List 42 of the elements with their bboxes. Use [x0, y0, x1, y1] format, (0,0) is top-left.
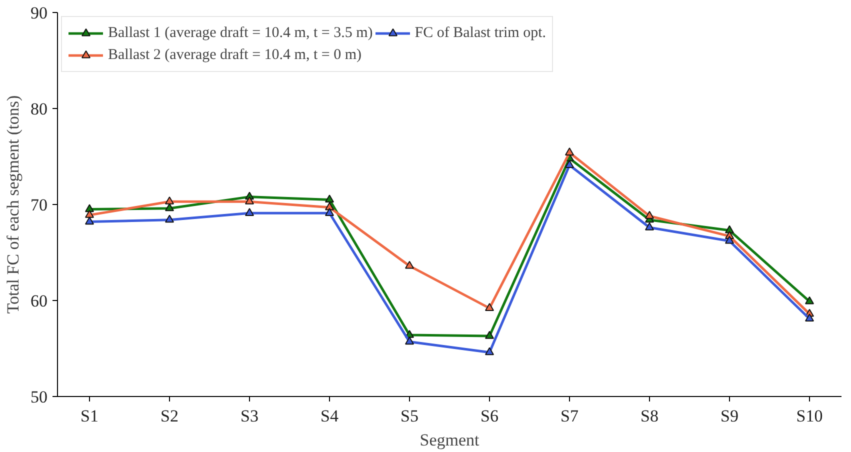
- point: [565, 148, 574, 156]
- y-tick-label: 50: [30, 388, 48, 406]
- point: [645, 210, 654, 219]
- x-tick-label: S4: [320, 406, 339, 426]
- point: [165, 203, 174, 212]
- x-tick-label: S8: [640, 406, 658, 426]
- x-tick-label: S10: [796, 406, 823, 426]
- point: [245, 208, 254, 216]
- y-tick-label: 80: [30, 100, 48, 118]
- legend-label: FC of Balast trim opt.: [414, 24, 546, 42]
- x-tick-label: S7: [560, 406, 579, 426]
- point: [805, 296, 814, 304]
- point: [165, 214, 174, 223]
- point: [565, 160, 574, 168]
- point: [645, 222, 654, 230]
- point: [85, 210, 94, 218]
- legend-label: Ballast 1 (average draft = 10.4 m, t = 3.5 m): [108, 24, 373, 42]
- x-axis-title: Segment: [420, 430, 480, 450]
- point: [325, 194, 334, 203]
- x-tick-label: S9: [720, 406, 738, 426]
- x-tick-label: S1: [80, 406, 98, 426]
- point: [725, 236, 734, 244]
- y-axis-title: Total FC of each segment (tons): [4, 95, 22, 314]
- point: [85, 216, 94, 225]
- point: [485, 330, 494, 339]
- point: [165, 196, 174, 204]
- point: [245, 196, 254, 204]
- y-tick-label: 70: [30, 196, 48, 214]
- point: [405, 336, 414, 345]
- x-tick-label: S5: [400, 406, 418, 426]
- point: [325, 208, 334, 216]
- x-tick-label: S2: [160, 406, 178, 426]
- y-tick-label: 60: [30, 292, 48, 310]
- legend-label: Ballast 2 (average draft = 10.4 m, t = 0 m): [108, 46, 362, 64]
- y-tick-label: 90: [30, 4, 48, 22]
- point: [405, 260, 414, 269]
- x-tick-label: S3: [240, 406, 258, 426]
- point: [805, 314, 814, 322]
- point: [485, 347, 494, 356]
- point: [325, 202, 334, 210]
- x-tick-label: S6: [480, 406, 498, 426]
- point: [485, 303, 494, 311]
